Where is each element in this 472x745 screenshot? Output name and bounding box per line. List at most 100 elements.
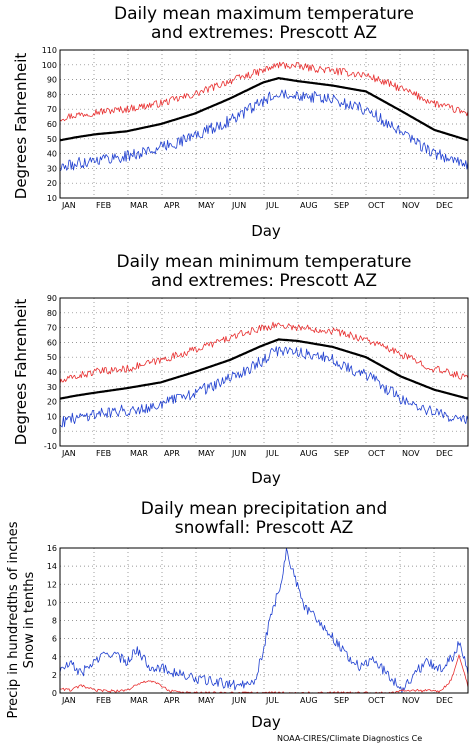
min-temp-series — [59, 321, 469, 428]
series-line-mean — [59, 338, 469, 400]
min-temp-grid — [60, 298, 468, 446]
y-tick-label: 40 — [47, 150, 57, 159]
series-line-high — [59, 61, 469, 122]
y-tick-label: 0 — [52, 427, 57, 436]
x-tick-label: JUL — [265, 201, 279, 210]
x-tick-label: SEP — [334, 696, 349, 705]
x-tick-label: OCT — [368, 201, 385, 210]
precip-tick-labels: JAN FEB MAR APR MAY JUN JUL AUG SEP OCT NOV DEC 0 2 4 6… — [47, 544, 453, 705]
y-tick-label: 10 — [47, 412, 57, 421]
precip-title-line-1: Daily mean precipitation and — [141, 499, 388, 519]
series-line-mean — [59, 76, 469, 142]
x-tick-label: JUL — [265, 696, 279, 705]
y-tick-label: 40 — [47, 368, 57, 377]
x-tick-label: MAY — [198, 696, 215, 705]
y-tick-label: 10 — [47, 194, 57, 203]
series-line-precip — [59, 547, 469, 693]
x-tick-label: AUG — [300, 201, 318, 210]
y-tick-label: -10 — [44, 442, 57, 451]
y-tick-label: 70 — [47, 105, 57, 114]
precip-title-line-2: snowfall: Prescott AZ — [175, 518, 354, 538]
x-tick-label: JUL — [265, 449, 279, 458]
y-tick-label: 20 — [47, 398, 57, 407]
x-tick-label: JAN — [61, 201, 76, 210]
y-tick-label: 80 — [47, 90, 57, 99]
y-tick-label: 60 — [47, 338, 57, 347]
x-tick-label: OCT — [368, 696, 385, 705]
x-tick-label: MAR — [130, 449, 148, 458]
y-tick-label: 6 — [52, 635, 57, 644]
y-tick-label: 10 — [47, 598, 57, 607]
y-tick-label: 12 — [47, 580, 57, 589]
y-tick-label: 0 — [52, 689, 57, 698]
y-tick-label: 14 — [47, 562, 57, 571]
series-line-high — [59, 321, 469, 384]
x-tick-label: AUG — [300, 696, 318, 705]
y-tick-label: 50 — [47, 353, 57, 362]
precip-chart: Daily mean precipitation and snowfall: P… — [6, 499, 469, 731]
max-temp-chart: Daily mean maximum temperature and extre… — [12, 4, 469, 240]
y-tick-label: 80 — [47, 309, 57, 318]
x-tick-label: SEP — [334, 201, 349, 210]
x-tick-label: MAR — [130, 696, 148, 705]
max-temp-tick-labels: JAN FEB MAR APR MAY JUN JUL AUG SEP OCT NOV DEC 10 20… — [42, 46, 453, 210]
precip-y-axis-label-line-2: Snow in tenths — [22, 571, 37, 668]
y-tick-label: 70 — [47, 324, 57, 333]
x-tick-label: JUN — [231, 449, 246, 458]
precip-plot-frame — [59, 547, 469, 694]
y-tick-label: 100 — [42, 61, 57, 70]
x-tick-label: JAN — [61, 696, 76, 705]
max-temp-plot-frame — [59, 49, 469, 199]
max-temp-y-axis-label: Degrees Fahrenheit — [12, 53, 30, 200]
x-tick-label: MAR — [130, 201, 148, 210]
precip-y-axis-label-line-1: Precip in hundredths of inches — [6, 521, 21, 718]
credit-text: NOAA-CIRES/Climate Diagnostics Ce — [277, 734, 422, 743]
y-tick-label: 20 — [47, 179, 57, 188]
x-tick-label: OCT — [368, 449, 385, 458]
x-tick-label: NOV — [402, 201, 420, 210]
x-tick-label: MAY — [198, 201, 215, 210]
min-temp-chart: Daily mean minimum temperature and extre… — [12, 252, 469, 487]
y-tick-label: 2 — [52, 671, 57, 680]
x-tick-label: APR — [164, 449, 180, 458]
x-tick-label: FEB — [96, 201, 111, 210]
series-line-low — [59, 89, 469, 172]
y-tick-label: 30 — [47, 383, 57, 392]
max-temp-series — [59, 61, 469, 172]
min-temp-y-axis-label: Degrees Fahrenheit — [12, 299, 30, 446]
x-tick-label: JAN — [61, 449, 76, 458]
max-temp-x-axis-label: Day — [251, 222, 281, 240]
x-tick-label: AUG — [300, 449, 318, 458]
y-tick-label: 90 — [47, 76, 57, 85]
y-tick-label: 50 — [47, 135, 57, 144]
x-tick-label: MAY — [198, 449, 215, 458]
y-tick-label: 4 — [52, 653, 57, 662]
y-tick-label: 8 — [52, 617, 57, 626]
x-tick-label: FEB — [96, 449, 111, 458]
min-temp-title-line-1: Daily mean minimum temperature — [117, 252, 412, 272]
y-tick-label: 60 — [47, 120, 57, 129]
y-tick-label: 16 — [47, 544, 57, 553]
max-temp-grid — [60, 50, 468, 198]
x-tick-label: JUN — [231, 696, 246, 705]
y-tick-label: 30 — [47, 164, 57, 173]
max-temp-title-line-2: and extremes: Prescott AZ — [151, 23, 377, 43]
x-tick-label: DEC — [436, 201, 453, 210]
y-tick-label: 110 — [42, 46, 57, 55]
min-temp-plot-frame — [59, 297, 469, 447]
x-tick-label: DEC — [436, 449, 453, 458]
x-tick-label: FEB — [96, 696, 111, 705]
max-temp-title-line-1: Daily mean maximum temperature — [114, 4, 414, 24]
min-temp-tick-labels: JAN FEB MAR APR MAY JUN JUL AUG SEP OCT NOV DEC -10 0… — [44, 294, 453, 458]
precip-grid — [60, 548, 468, 693]
min-temp-x-axis-label: Day — [251, 469, 281, 487]
x-tick-label: DEC — [436, 696, 453, 705]
x-tick-label: APR — [164, 696, 180, 705]
x-tick-label: NOV — [402, 696, 420, 705]
x-tick-label: APR — [164, 201, 180, 210]
series-line-low — [59, 346, 469, 428]
precip-x-axis-label: Day — [251, 713, 281, 731]
x-tick-label: SEP — [334, 449, 349, 458]
min-temp-title-line-2: and extremes: Prescott AZ — [151, 271, 377, 291]
